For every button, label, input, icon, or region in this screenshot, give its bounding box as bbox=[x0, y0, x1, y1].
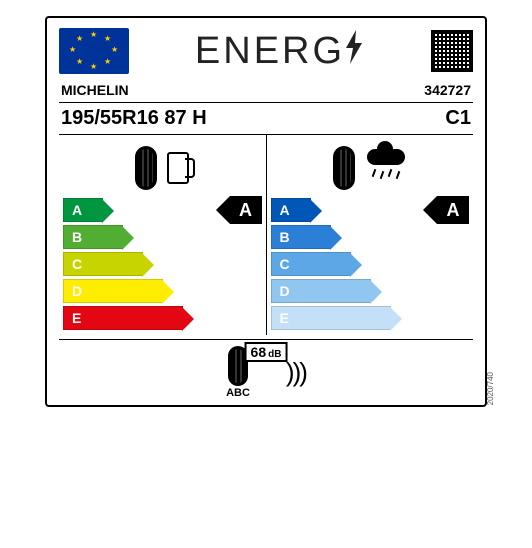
fuel-efficiency-icon bbox=[63, 141, 262, 195]
noise-db-unit: dB bbox=[268, 349, 281, 360]
rating-bar: A bbox=[271, 198, 311, 222]
noise-db-box: 68 dB bbox=[245, 342, 288, 362]
fuel-bars: AABCDE bbox=[63, 198, 262, 330]
eu-tyre-energy-label: ★ ★ ★ ★ ★ ★ ★ ★ ENERG MICHELIN 342727 19… bbox=[45, 16, 487, 407]
rating-bar-row: C bbox=[63, 252, 262, 276]
energy-title: ENERG bbox=[137, 30, 423, 73]
qr-code-icon bbox=[431, 30, 473, 72]
fuel-pump-icon bbox=[167, 152, 189, 184]
rating-bar-label: D bbox=[280, 283, 290, 299]
rating-bar-row: D bbox=[63, 279, 262, 303]
rating-bar: D bbox=[63, 279, 163, 303]
rating-bar-label: E bbox=[72, 310, 81, 326]
brand-name: MICHELIN bbox=[61, 82, 129, 98]
rating-bar-label: A bbox=[72, 202, 82, 218]
rating-pointer: A bbox=[230, 196, 262, 224]
rating-bar: C bbox=[271, 252, 351, 276]
rating-bar-row: AA bbox=[271, 198, 470, 222]
rating-bar-row: C bbox=[271, 252, 470, 276]
rating-bar: A bbox=[63, 198, 103, 222]
tyre-icon bbox=[135, 146, 157, 190]
rating-bar-row: E bbox=[63, 306, 262, 330]
rating-charts: AABCDE AABCDE bbox=[59, 135, 473, 340]
tyre-icon bbox=[333, 146, 355, 190]
regulation-code: 2020/740 bbox=[486, 372, 495, 405]
rating-bar-label: A bbox=[280, 202, 290, 218]
wet-bars: AABCDE bbox=[271, 198, 470, 330]
rating-bar-row: B bbox=[271, 225, 470, 249]
tyre-size: 195/55R16 87 H bbox=[61, 107, 207, 130]
rating-bar: C bbox=[63, 252, 143, 276]
rating-bar-row: AA bbox=[63, 198, 262, 222]
rating-bar-label: B bbox=[72, 229, 82, 245]
tyre-class: C1 bbox=[445, 107, 471, 130]
rating-bar-label: D bbox=[72, 283, 82, 299]
noise-class-label: ABC bbox=[226, 387, 250, 399]
bolt-icon bbox=[343, 30, 365, 72]
rating-bar-label: B bbox=[280, 229, 290, 245]
rating-bar: D bbox=[271, 279, 371, 303]
rating-bar-label: C bbox=[280, 256, 290, 272]
rating-bar-label: C bbox=[72, 256, 82, 272]
model-code: 342727 bbox=[424, 82, 471, 98]
brand-row: MICHELIN 342727 bbox=[59, 78, 473, 103]
rating-bar: B bbox=[271, 225, 331, 249]
noise-db-value: 68 bbox=[251, 344, 267, 360]
rating-bar: E bbox=[271, 306, 391, 330]
rating-pointer: A bbox=[437, 196, 469, 224]
noise-section: ABC 68 dB ))) bbox=[59, 340, 473, 399]
energy-text: ENERG bbox=[195, 30, 345, 73]
spec-row: 195/55R16 87 H C1 bbox=[59, 103, 473, 135]
rating-bar-row: E bbox=[271, 306, 470, 330]
sound-waves-icon: ))) bbox=[286, 357, 306, 388]
rating-bar-row: B bbox=[63, 225, 262, 249]
eu-flag-icon: ★ ★ ★ ★ ★ ★ ★ ★ bbox=[59, 28, 129, 74]
rating-bar: E bbox=[63, 306, 183, 330]
fuel-efficiency-chart: AABCDE bbox=[59, 135, 267, 335]
rating-bar-label: E bbox=[280, 310, 289, 326]
rain-cloud-icon bbox=[365, 149, 407, 187]
wet-grip-chart: AABCDE bbox=[267, 135, 474, 335]
wet-grip-icon bbox=[271, 141, 470, 195]
label-header: ★ ★ ★ ★ ★ ★ ★ ★ ENERG bbox=[59, 28, 473, 74]
rating-bar: B bbox=[63, 225, 123, 249]
rating-bar-row: D bbox=[271, 279, 470, 303]
